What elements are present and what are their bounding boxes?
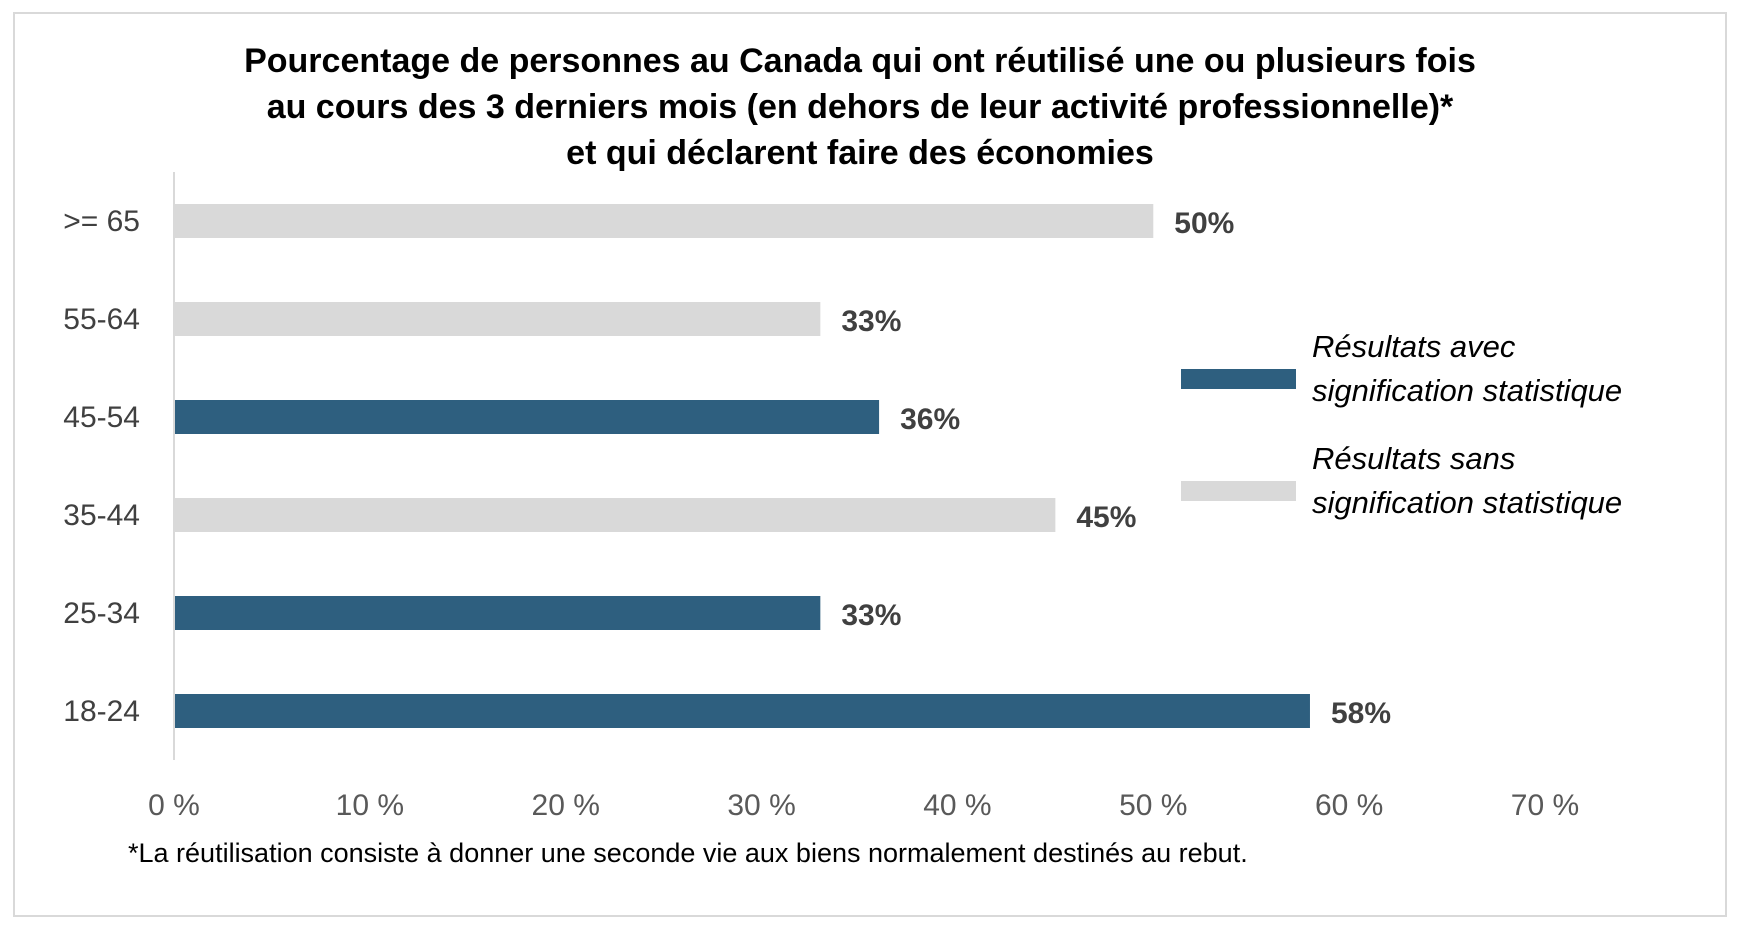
category-label-2: 45-54 xyxy=(63,401,140,434)
legend-item-not-significant: Résultats sans signification statistique xyxy=(1176,437,1696,549)
bar-3 xyxy=(175,498,1056,532)
footnote: *La réutilisation consiste à donner une … xyxy=(128,838,1248,868)
x-tick-label-0: 0 % xyxy=(148,789,200,822)
legend: Résultats avec signification statistique… xyxy=(1176,325,1696,549)
data-label-0: 50% xyxy=(1174,207,1234,240)
bar-2 xyxy=(175,400,880,434)
legend-swatch-significant xyxy=(1181,369,1296,389)
legend-label-significant: Résultats avec signification statistique xyxy=(1312,325,1702,413)
legend-label-not-significant: Résultats sans signification statistique xyxy=(1312,437,1702,525)
chart-title-line-1: Pourcentage de personnes au Canada qui o… xyxy=(244,42,1476,80)
legend-label-significant-line-2: signification statistique xyxy=(1312,373,1623,408)
category-label-4: 25-34 xyxy=(63,597,140,630)
category-label-3: 35-44 xyxy=(63,499,140,532)
x-tick-label-5: 50 % xyxy=(1119,789,1187,822)
x-tick-label-2: 20 % xyxy=(532,789,600,822)
x-tick-label-7: 70 % xyxy=(1511,789,1579,822)
bar-0 xyxy=(175,204,1154,238)
legend-item-significant: Résultats avec signification statistique xyxy=(1176,325,1696,437)
legend-swatch-not-significant xyxy=(1181,481,1296,501)
data-label-2: 36% xyxy=(900,403,960,436)
data-label-4: 33% xyxy=(841,599,901,632)
chart-frame xyxy=(13,12,1727,917)
data-label-3: 45% xyxy=(1076,501,1136,534)
bar-1 xyxy=(175,302,821,336)
x-tick-label-3: 30 % xyxy=(727,789,795,822)
bar-4 xyxy=(175,596,821,630)
category-label-1: 55-64 xyxy=(63,303,140,336)
chart-title-line-3: et qui déclarent faire des économies xyxy=(566,134,1154,172)
legend-label-significant-line-1: Résultats avec xyxy=(1312,329,1516,364)
legend-label-not-significant-line-1: Résultats sans xyxy=(1312,441,1516,476)
x-tick-label-1: 10 % xyxy=(336,789,404,822)
x-tick-label-4: 40 % xyxy=(923,789,991,822)
bar-5 xyxy=(175,694,1310,728)
data-label-1: 33% xyxy=(841,305,901,338)
data-label-5: 58% xyxy=(1331,697,1391,730)
legend-label-not-significant-line-2: signification statistique xyxy=(1312,485,1623,520)
chart-title-line-2: au cours des 3 derniers mois (en dehors … xyxy=(266,88,1454,126)
category-label-0: >= 65 xyxy=(63,205,140,238)
x-tick-label-6: 60 % xyxy=(1315,789,1383,822)
chart-title: Pourcentage de personnes au Canada qui o… xyxy=(130,38,1590,176)
category-label-5: 18-24 xyxy=(63,695,140,728)
